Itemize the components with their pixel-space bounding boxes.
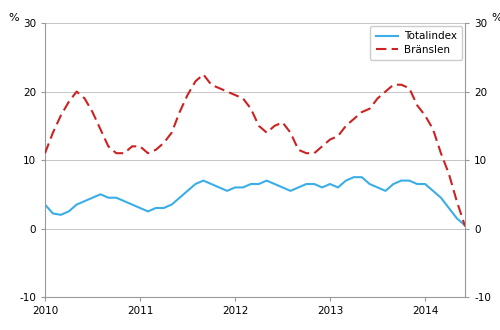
- Y-axis label: %: %: [8, 13, 19, 23]
- Y-axis label: %: %: [491, 13, 500, 23]
- Legend: Totalindex, Bränslen: Totalindex, Bränslen: [370, 26, 462, 60]
